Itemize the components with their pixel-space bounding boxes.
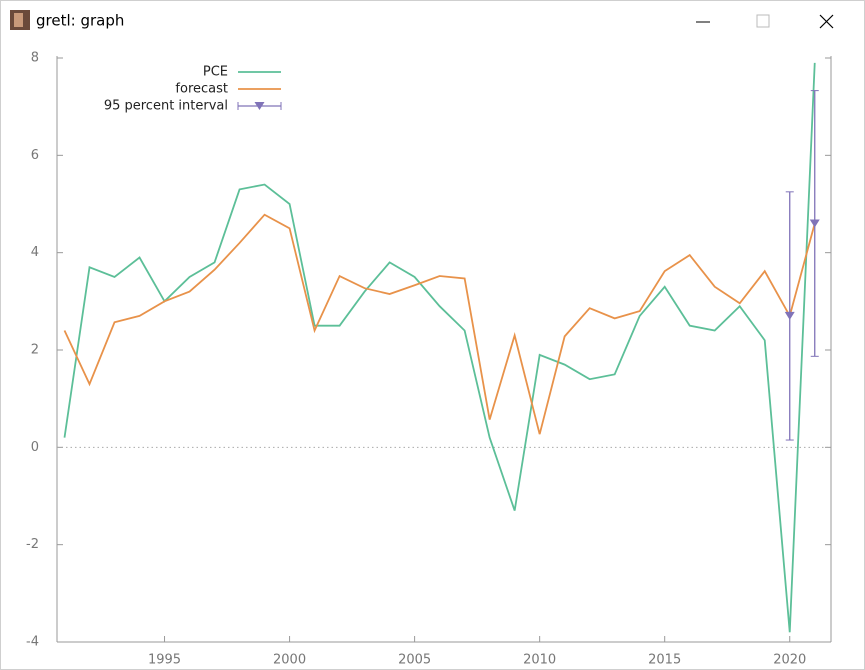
x-tick-label: 2010 bbox=[523, 653, 556, 668]
y-tick-label: -4 bbox=[26, 635, 39, 650]
close-icon bbox=[819, 14, 834, 29]
y-tick-label: 6 bbox=[31, 148, 39, 163]
y-tick-label: 0 bbox=[31, 440, 39, 455]
y-tick-label: 8 bbox=[31, 51, 39, 66]
y-tick-label: -2 bbox=[26, 537, 39, 552]
interval-point bbox=[784, 311, 795, 320]
close-button[interactable] bbox=[819, 14, 834, 29]
legend-label: forecast bbox=[175, 82, 228, 97]
x-tick-label: 1995 bbox=[148, 653, 181, 668]
x-tick-label: 2020 bbox=[773, 653, 806, 668]
legend-label: 95 percent interval bbox=[104, 99, 228, 114]
x-tick-label: 2000 bbox=[273, 653, 306, 668]
y-tick-label: 2 bbox=[31, 343, 39, 358]
series-line bbox=[63, 62, 816, 633]
interval-point bbox=[809, 219, 820, 228]
y-tick-label: 4 bbox=[31, 245, 39, 260]
maximize-button[interactable] bbox=[756, 14, 770, 28]
legend-label: PCE bbox=[203, 65, 228, 80]
app-icon-detail bbox=[14, 13, 23, 27]
series-line bbox=[63, 213, 816, 435]
title-bar: gretl: graph bbox=[10, 10, 834, 30]
x-tick-label: 2005 bbox=[398, 653, 431, 668]
x-tick-label: 2015 bbox=[648, 653, 681, 668]
legend-swatch bbox=[254, 102, 265, 110]
window-title: gretl: graph bbox=[36, 12, 124, 30]
